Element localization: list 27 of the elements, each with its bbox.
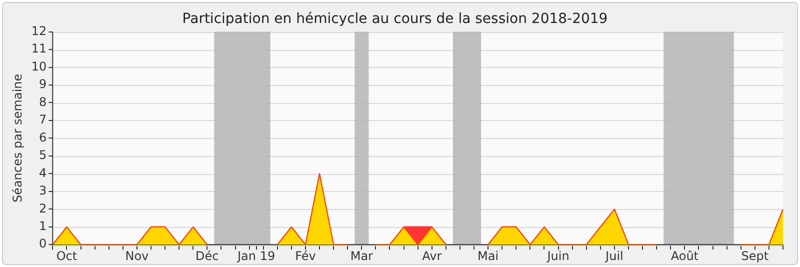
y-tick-label: 11 (31, 42, 47, 56)
x-tick-label: Juin (546, 248, 570, 263)
chart-title: Participation en hémicycle au cours de la session 2018-2019 (182, 11, 608, 28)
x-tick-label: Mai (478, 248, 499, 263)
x-tick-label: Sept (741, 248, 769, 263)
y-tick-label: 3 (39, 184, 47, 198)
y-tick-label: 5 (39, 148, 47, 162)
x-tick-label: Jan 19 (236, 248, 276, 263)
y-tick-label: 6 (39, 130, 47, 144)
y-tick-label: 7 (39, 112, 47, 127)
x-tick-label: Mar (350, 248, 374, 263)
x-tick-label: Oct (56, 248, 78, 263)
y-tick-label: 9 (39, 77, 47, 92)
y-tick-label: 2 (39, 201, 47, 216)
y-tick-label: 12 (31, 24, 47, 38)
x-tick-label: Nov (125, 248, 149, 263)
x-tick-label: Juil (604, 248, 624, 263)
y-tick-label: 1 (39, 218, 47, 233)
x-tick-label: Fév (295, 248, 316, 263)
y-tick-label: 8 (39, 94, 47, 109)
x-tick-label: Avr (422, 248, 442, 263)
y-tick-label: 4 (39, 166, 47, 180)
x-tick-label: Août (670, 248, 699, 263)
y-tick-label: 0 (39, 236, 47, 251)
y-axis-title: Séances par semaine (10, 74, 24, 203)
y-tick-label: 10 (31, 59, 47, 74)
x-tick-label: Déc (196, 248, 219, 263)
